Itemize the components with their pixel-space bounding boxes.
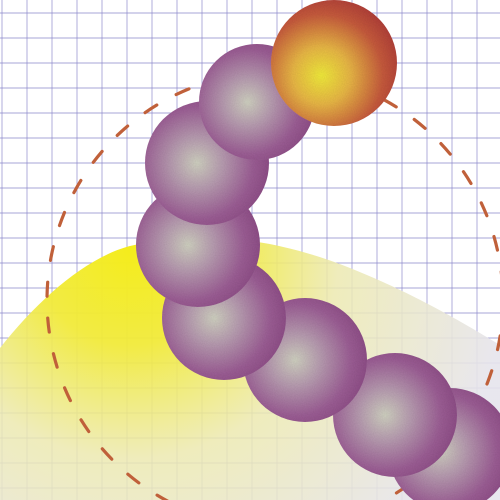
purple-sphere-chain <box>136 0 500 500</box>
purple-sphere <box>333 353 457 477</box>
red-yellow-head-sphere <box>271 0 397 126</box>
